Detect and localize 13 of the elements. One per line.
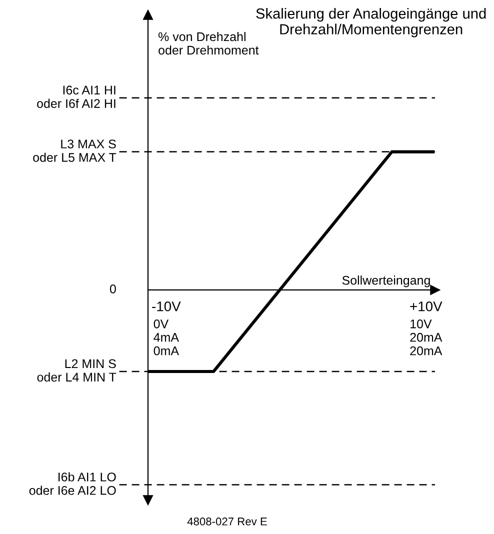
ref-line-label: L3 MAX S oder L5 MAX T: [33, 140, 116, 162]
chart-title: Skalierung der Analogeingänge und Drehzahl/Momentengrenzen: [256, 8, 486, 38]
text: % von Drehzahl oder Drehmoment: [158, 32, 259, 55]
text: 0: [110, 284, 116, 294]
ref-line-label: L2 MIN S oder L4 MIN T: [37, 359, 116, 382]
text: 4808-027 Rev E: [187, 518, 267, 526]
annotation: 0V 4mA 0mA: [154, 319, 180, 356]
x-axis-title: Sollwerteingang: [342, 276, 430, 288]
ref-line-label: I6c AI1 HI oder I6f AI2 HI: [37, 86, 116, 108]
ref-line-label: I6b AI1 LO oder I6e AI2 LO: [29, 472, 116, 495]
x-tick-label: -10V: [152, 301, 181, 312]
annotation: 10V 20mA 20mA: [410, 319, 442, 356]
x-tick-label: +10V: [410, 301, 442, 312]
